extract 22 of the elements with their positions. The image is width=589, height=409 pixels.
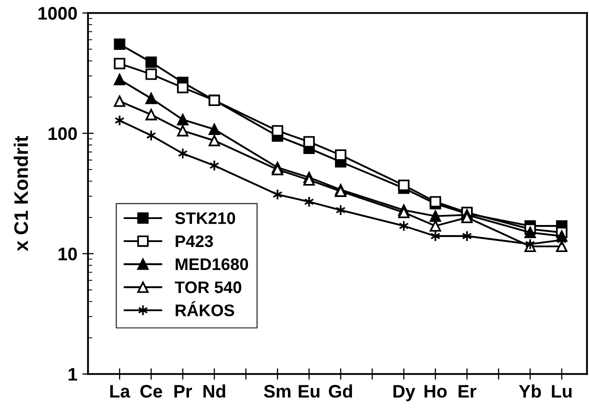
x-tick-label: Ce (140, 384, 162, 398)
x-tick-label: Dy (393, 385, 416, 402)
legend-label: P423 (176, 235, 213, 248)
legend-label: RÁKOS (176, 301, 234, 316)
y-tick-label: 1000 (38, 6, 77, 20)
x-tick-label: Ho (424, 385, 447, 398)
x-tick-label: Pr (174, 385, 192, 398)
legend-label: MED1680 (176, 258, 248, 270)
x-tick-label: Gd (328, 384, 352, 398)
legend-label: STK210 (175, 212, 236, 224)
x-tick-label: La (110, 385, 130, 398)
x-tick-label: Lu (552, 385, 572, 398)
y-tick-label: 1 (68, 368, 78, 381)
y-axis-title: x C1 Kondrit (14, 136, 28, 252)
x-tick-label: Sm (264, 384, 290, 398)
x-tick-label: Yb (518, 384, 541, 398)
legend-label: TOR 540 (174, 281, 242, 294)
y-tick-label: 10 (58, 248, 77, 260)
x-tick-label: Eu (298, 385, 320, 398)
x-tick-label: Er (458, 385, 476, 398)
y-tick-label: 100 (48, 127, 77, 140)
x-tick-label: Nd (204, 384, 226, 398)
